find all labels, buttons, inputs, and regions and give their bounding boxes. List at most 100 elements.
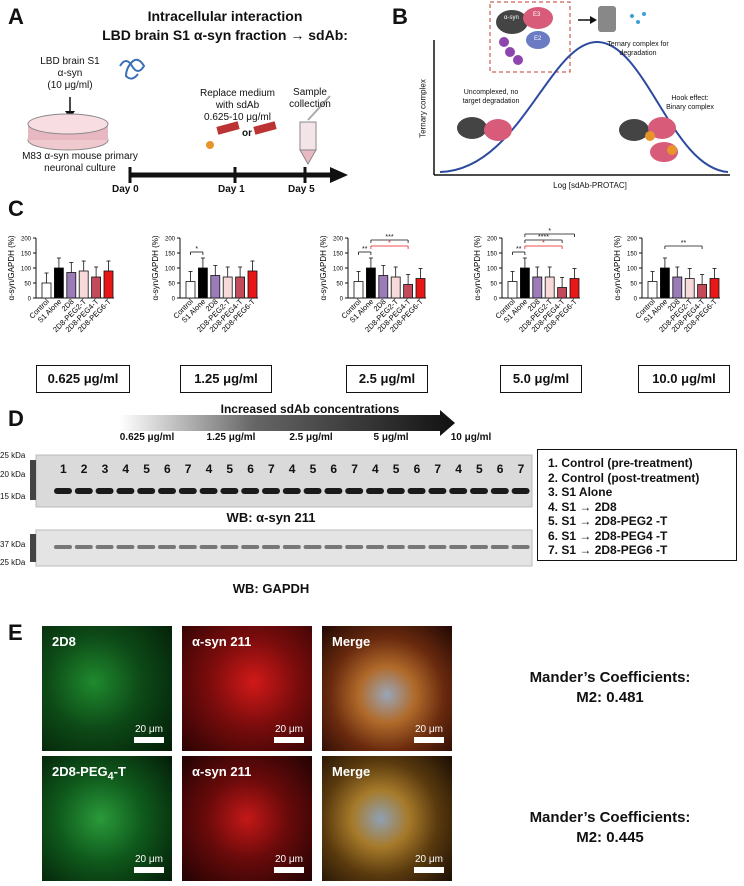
scale-text: 20 μm [415,724,443,735]
micro-label-merge-1: Merge [332,634,371,649]
bar [353,281,364,299]
manders-1-value: M2: 0.481 [576,689,644,706]
band-gapdh [345,545,364,549]
bar [210,275,221,299]
c-tick-label: 50 [168,282,175,288]
c-tick-label: 150 [21,252,32,258]
bar [647,281,658,299]
ternary-complex-icon [496,7,553,65]
band-gapdh [178,545,197,549]
band-gapdh [511,545,530,549]
kda-25-bottom: 25 kDa [0,558,26,567]
blot-asyn [35,454,533,508]
bar [709,278,720,299]
c-tick-label: 0 [28,297,32,303]
bar [365,267,376,299]
lane-number: 5 [226,462,234,476]
lane-number: 6 [330,462,338,476]
ternary-line-1: Ternary complex for [607,41,669,48]
manders-2-title: Mander’s Coefficients: [529,809,691,826]
lane-number: 4 [288,462,296,476]
conc-box-1: 0.625 μg/ml [36,365,130,393]
band-asyn [137,488,156,494]
label-part: 2D8-PEG [52,764,108,779]
band-asyn [220,488,239,494]
bar [697,284,707,299]
bar [544,276,555,299]
band-gapdh [54,545,72,549]
band-gapdh [470,545,488,549]
protein-icon [119,58,146,80]
band-gapdh [220,545,239,549]
binary-right-icon [619,117,678,162]
uncomplexed-line-2: target degradation [462,98,520,105]
lane-number: 6 [164,462,171,476]
band-asyn [241,488,260,494]
ternary-line-2: degradation [619,50,657,57]
day1-label: Day 1 [218,184,245,195]
bar [378,275,389,299]
c-tick-label: 100 [487,267,498,273]
band-asyn [449,488,468,494]
kda-25-top: 25 kDa [0,451,26,460]
sdab-icons [206,121,277,149]
conc-box-3: 2.5 μg/ml [346,365,428,393]
binary-left-icon [457,117,512,141]
conc-box-4: 5.0 μg/ml [500,365,582,393]
scale-text: 20 μm [135,724,163,735]
sample-label: Sample collection [280,87,340,111]
lane-number: 6 [247,462,254,476]
wb-gapdh-label: WB: GAPDH [232,581,310,596]
panel-a-schematic [27,58,348,183]
c-tick-label: 100 [21,267,32,273]
c-tick-label: 200 [627,237,638,243]
bar [672,276,683,299]
bell-curve [439,40,729,173]
band-gapdh [137,545,156,549]
manders-1-title: Mander’s Coefficients: [529,669,691,686]
lane-number: 3 [101,462,109,476]
lane-number: 7 [268,462,275,476]
lbd-label: LBD brain S1 α-syn (10 μg/ml) [30,56,110,92]
band-gapdh [366,545,384,549]
sig-star: * [195,246,198,253]
replace-line-2: with sdAb [215,100,260,111]
bar [557,287,567,299]
bar [403,284,414,299]
culture-line-1: M83 α-syn mouse primary [22,151,138,162]
c-tick-label: 50 [336,282,343,288]
bar [507,281,518,299]
c-tick-label: 0 [634,297,638,303]
band-gapdh [324,545,343,549]
scale-bar: 20 μm [134,854,164,873]
lane-number: 1 [60,462,67,476]
bar [520,267,530,299]
band-asyn [262,488,280,494]
bar [222,276,233,299]
b-e2-label: E2 [534,36,542,42]
panel-label-d: D [8,406,24,431]
legend-item: 3. S1 Alone [548,485,613,499]
label-suffix: -T [113,764,126,779]
panel-a-title-2: LBD brain S1 α-syn fraction → sdAb: [102,27,348,43]
band-asyn [303,488,322,494]
micro-label-merge-2: Merge [332,764,371,779]
lane-number: 5 [309,462,317,476]
c-tick-label: 200 [21,237,32,243]
band-asyn [116,488,135,494]
c-ylabel: α-syn/GAPDH (%) [473,235,482,300]
legend-item: 6. S1 → 2D8-PEG4 -T [548,528,668,543]
lane-number: 4 [372,462,379,476]
c-tick-label: 200 [165,237,176,243]
bar [390,276,401,299]
bar [91,276,101,299]
bar [235,276,246,299]
manders-2: Mander’s Coefficients: M2: 0.445 [510,808,710,848]
b-ylabel: Ternary complex [418,79,428,138]
or-label: or [242,128,252,139]
band-gapdh [74,545,93,549]
band-gapdh [407,545,426,549]
micro-label-2d8: 2D8 [52,634,76,649]
